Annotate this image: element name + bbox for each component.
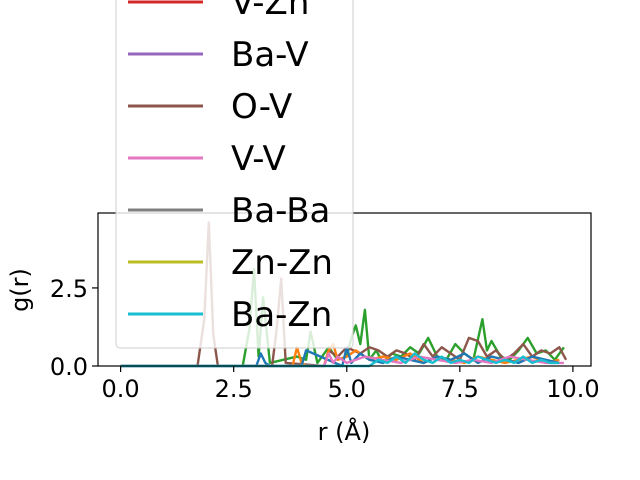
ticks-layer: 0.0 2.5 5.0 7.5 10.0 0.0 2.5 [50, 275, 600, 403]
x-tick-label-1: 2.5 [215, 375, 253, 403]
series-line-1 [120, 221, 568, 368]
legend-label-0: V-Zn [231, 0, 309, 23]
legend-label-1: Ba-V [231, 35, 309, 75]
legend-label-3: V-V [231, 139, 286, 179]
x-tick-label-0: 0.0 [102, 375, 140, 403]
y-tick-label-1: 2.5 [50, 275, 88, 303]
x-axis-label: r (Å) [318, 417, 371, 446]
y-axis-label: g(r) [6, 268, 34, 312]
series-line-5 [120, 352, 560, 368]
legend-label-6: Ba-Zn [231, 295, 332, 335]
y-tick-label-0: 0.0 [50, 353, 88, 381]
legend-label-5: Zn-Zn [231, 243, 333, 283]
x-tick-label-4: 10.0 [546, 375, 599, 403]
legend: V-Zn Ba-V O-V V-V Ba-Ba Zn-Zn Ba-Zn [115, 0, 354, 349]
legend-label-4: Ba-Ba [231, 191, 330, 231]
x-tick-label-2: 5.0 [328, 375, 366, 403]
legend-label-2: O-V [231, 87, 292, 127]
x-tick-label-3: 7.5 [441, 375, 479, 403]
